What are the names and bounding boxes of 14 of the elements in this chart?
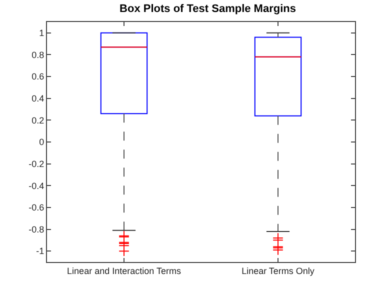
y-tick-label: -1: [36, 246, 44, 256]
x-tick-label: Linear Terms Only: [242, 266, 315, 276]
y-tick-label: -0.8: [28, 224, 44, 234]
y-tick-label: 0.6: [32, 72, 44, 82]
x-tick-label: Linear and Interaction Terms: [67, 266, 182, 276]
y-tick-label: -0.2: [28, 158, 44, 169]
y-tick-label: 0.2: [32, 115, 44, 126]
y-tick-label: 0: [39, 137, 44, 148]
y-tick-label: 1: [39, 28, 44, 38]
y-tick-label: -0.4: [28, 180, 44, 191]
y-tick-label: -0.6: [28, 202, 44, 213]
chart-title: Box Plots of Test Sample Margins: [120, 3, 296, 16]
y-tick-label: 0.4: [32, 94, 44, 104]
y-tick-label: 0.8: [32, 50, 44, 60]
